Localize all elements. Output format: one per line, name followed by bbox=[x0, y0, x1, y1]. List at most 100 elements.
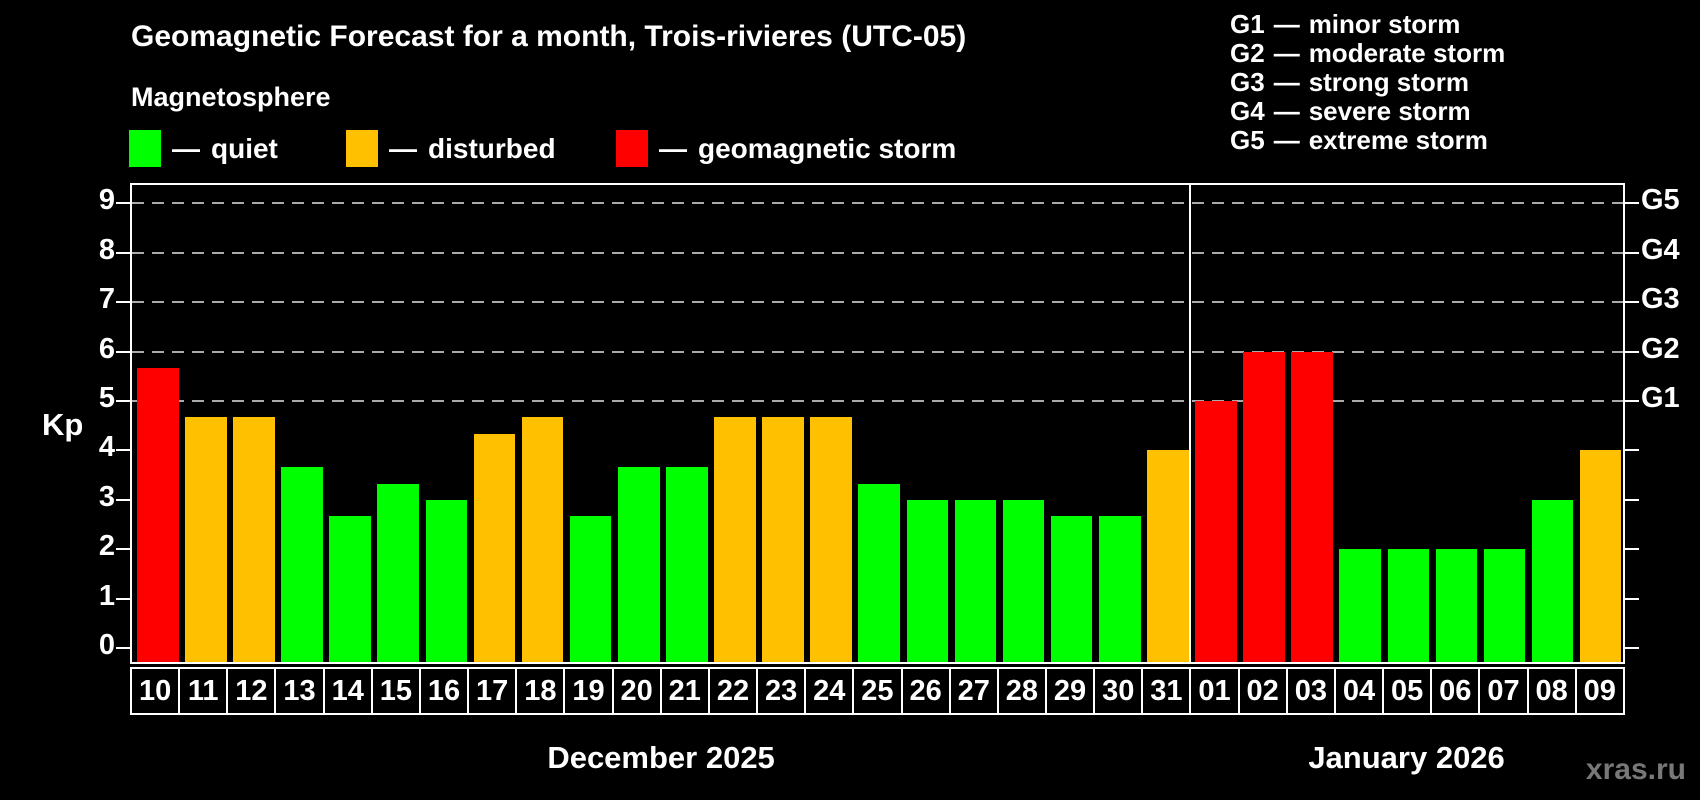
gridline-kp7 bbox=[132, 301, 1623, 304]
g5-code: G5 bbox=[1230, 125, 1265, 155]
day-label-19: 19 bbox=[563, 667, 614, 715]
kp-bar-day-12 bbox=[233, 417, 275, 662]
chart-subtitle: Magnetosphere bbox=[131, 82, 331, 112]
g3-code: G3 bbox=[1230, 67, 1265, 97]
kp-bar-day-20 bbox=[617, 466, 660, 662]
day-label-03: 03 bbox=[1285, 667, 1336, 715]
day-label-28: 28 bbox=[996, 667, 1047, 715]
day-label-18: 18 bbox=[515, 667, 566, 715]
kp-bar-day-11 bbox=[185, 417, 227, 662]
y-axis-label-3: 3 bbox=[98, 480, 115, 513]
day-label-05: 05 bbox=[1382, 667, 1433, 715]
storm-scale-line-g1: G1 — minor storm bbox=[1230, 10, 1505, 39]
day-label-21: 21 bbox=[659, 667, 710, 715]
kp-bar-day-24 bbox=[810, 417, 852, 662]
left-axis-tick bbox=[116, 202, 130, 205]
y-axis-label-2: 2 bbox=[98, 530, 115, 563]
legend-label-storm: geomagnetic storm bbox=[698, 132, 957, 164]
kp-bar-day-01 bbox=[1195, 401, 1237, 662]
legend-label-quiet: quiet bbox=[211, 132, 278, 164]
kp-bar-day-16 bbox=[425, 499, 468, 662]
kp-bar-day-23 bbox=[762, 417, 804, 662]
kp-bar-day-17 bbox=[473, 434, 516, 662]
dash: — bbox=[1273, 96, 1300, 126]
day-label-02: 02 bbox=[1237, 667, 1288, 715]
kp-bar-day-04 bbox=[1339, 549, 1381, 662]
gridline-kp5 bbox=[132, 400, 1623, 402]
y-axis-label-0: 0 bbox=[98, 629, 115, 661]
g2-label: moderate storm bbox=[1308, 38, 1506, 68]
right-axis-label-g2: G2 bbox=[1641, 332, 1680, 365]
right-axis-tick bbox=[1625, 202, 1639, 205]
left-axis-tick bbox=[116, 647, 130, 649]
disturbed-swatch-icon bbox=[346, 130, 378, 167]
storm-scale-line-g5: G5 — extreme storm bbox=[1230, 126, 1505, 155]
legend-dash: — bbox=[389, 132, 417, 164]
day-label-08: 08 bbox=[1526, 667, 1577, 715]
day-label-15: 15 bbox=[370, 667, 421, 715]
day-label-12: 12 bbox=[226, 667, 277, 715]
storm-scale-legend: G1 — minor storm G2 — moderate storm G3 … bbox=[1230, 10, 1505, 155]
chart-title: Geomagnetic Forecast for a month, Trois-… bbox=[131, 20, 967, 53]
day-label-06: 06 bbox=[1430, 667, 1481, 715]
left-axis-tick bbox=[116, 498, 130, 501]
kp-bar-day-22 bbox=[714, 417, 756, 662]
right-axis-tick bbox=[1625, 597, 1639, 600]
quiet-swatch-icon bbox=[129, 130, 161, 167]
left-axis-tick bbox=[116, 251, 130, 254]
g1-label: minor storm bbox=[1308, 9, 1461, 39]
day-label-24: 24 bbox=[804, 667, 855, 715]
left-axis-tick bbox=[116, 548, 130, 551]
right-axis-label-g1: G1 bbox=[1641, 382, 1680, 414]
kp-bar-day-03 bbox=[1291, 351, 1333, 662]
y-axis-label-5: 5 bbox=[98, 382, 115, 414]
day-label-25: 25 bbox=[852, 667, 903, 715]
dash: — bbox=[1273, 38, 1300, 68]
kp-bar-day-19 bbox=[569, 516, 612, 662]
kp-bar-day-10 bbox=[137, 367, 179, 662]
dash: — bbox=[1273, 67, 1300, 97]
day-label-14: 14 bbox=[322, 667, 373, 715]
right-axis-tick bbox=[1625, 251, 1639, 254]
left-axis-tick bbox=[116, 301, 130, 304]
kp-bar-day-09 bbox=[1579, 450, 1622, 662]
dash: — bbox=[1273, 125, 1300, 155]
kp-bar-day-27 bbox=[954, 499, 997, 662]
g4-label: severe storm bbox=[1308, 96, 1471, 126]
storm-scale-line-g3: G3 — strong storm bbox=[1230, 68, 1505, 97]
gridline-kp8 bbox=[132, 251, 1623, 254]
kp-bar-day-28 bbox=[1002, 499, 1045, 662]
kp-bar-day-25 bbox=[858, 483, 901, 662]
kp-bar-day-15 bbox=[377, 483, 420, 662]
y-axis-label-7: 7 bbox=[98, 283, 115, 316]
kp-bar-day-30 bbox=[1098, 516, 1141, 662]
month-label-january: January 2026 bbox=[1308, 740, 1505, 775]
legend-dash: — bbox=[172, 132, 200, 164]
day-label-22: 22 bbox=[707, 667, 759, 715]
g2-code: G2 bbox=[1230, 38, 1265, 68]
x-axis-day-row: 10 11 12 13 14 15 16 17 18 19 20 21 22 23 24 25 26 27 28 29… bbox=[130, 667, 1625, 715]
right-axis-tick bbox=[1625, 548, 1639, 551]
day-label-16: 16 bbox=[418, 667, 470, 715]
day-label-11: 11 bbox=[178, 667, 229, 715]
legend-dash: — bbox=[659, 132, 687, 164]
kp-bar-day-14 bbox=[329, 516, 371, 662]
right-axis-label-g5: G5 bbox=[1641, 184, 1680, 217]
day-label-04: 04 bbox=[1333, 667, 1385, 715]
storm-scale-line-g2: G2 — moderate storm bbox=[1230, 39, 1505, 68]
y-axis-label-1: 1 bbox=[98, 579, 115, 612]
month-label-december: December 2025 bbox=[547, 740, 775, 775]
left-axis-tick bbox=[116, 449, 130, 452]
day-label-27: 27 bbox=[948, 667, 999, 715]
day-label-10: 10 bbox=[130, 667, 181, 715]
kp-bar-day-08 bbox=[1531, 499, 1574, 662]
g4-code: G4 bbox=[1230, 96, 1265, 126]
month-separator-line bbox=[1189, 185, 1192, 662]
y-axis-label-9: 9 bbox=[98, 184, 115, 217]
day-label-26: 26 bbox=[900, 667, 951, 715]
gridline-kp9 bbox=[132, 202, 1623, 205]
left-axis-tick bbox=[116, 597, 130, 600]
kp-bar-day-31 bbox=[1147, 450, 1189, 662]
kp-bar-day-05 bbox=[1387, 549, 1430, 662]
